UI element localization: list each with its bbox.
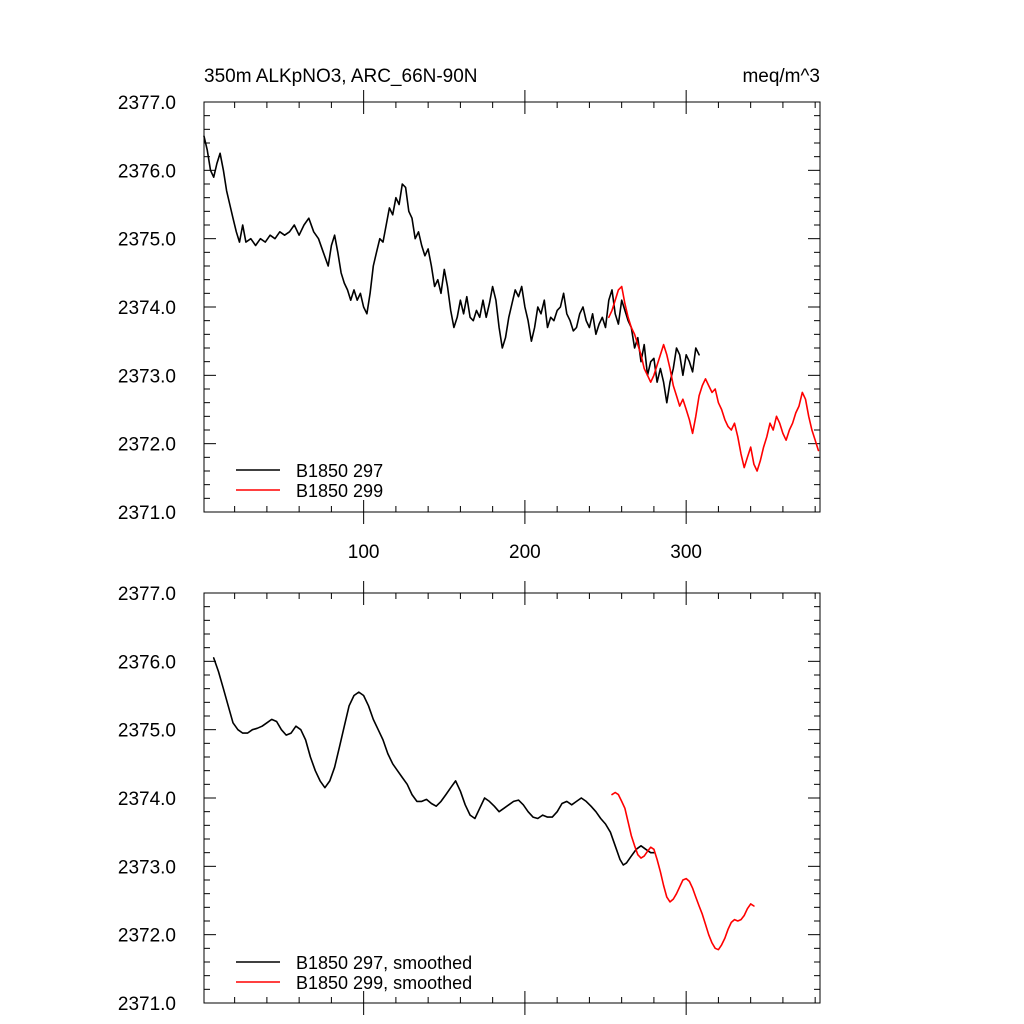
bottom-panel: 2371.0 2372.0 2373.0 2374.0 2375.0 2376.0 2377… [118, 581, 821, 1015]
y-tick-label: 2375.0 [118, 230, 176, 251]
y-tick-label: 2377.0 [118, 584, 176, 605]
series-line-1 [212, 657, 655, 866]
y-tick-label: 2371.0 [118, 503, 176, 524]
y-tick-label: 2374.0 [118, 298, 176, 319]
legend-label-1: B1850 297, smoothed [296, 953, 472, 973]
panel-title: 350m ALKpNO3, ARC_66N-90N [204, 66, 478, 87]
y-tick-label: 2375.0 [118, 721, 176, 742]
y-tick-label: 2376.0 [118, 161, 176, 182]
series-line-1 [203, 135, 700, 404]
y-tick-label: 2373.0 [118, 857, 176, 878]
x-tick-label: 300 [670, 542, 702, 563]
x-tick-label: 100 [348, 542, 380, 563]
y-tick-label: 2372.0 [118, 435, 176, 456]
series-line-2 [611, 791, 755, 951]
y-tick-label: 2374.0 [118, 789, 176, 810]
series-line-2 [608, 285, 820, 472]
y-tick-label: 2371.0 [118, 994, 176, 1015]
legend-label-2: B1850 299 [296, 481, 383, 501]
plot-frame [203, 592, 821, 1004]
y-tick-label: 2376.0 [118, 652, 176, 673]
x-tick-label: 200 [509, 542, 541, 563]
y-tick-label: 2372.0 [118, 926, 176, 947]
legend-label-2: B1850 299, smoothed [296, 973, 472, 993]
top-panel: 350m ALKpNO3, ARC_66N-90N meq/m^3 2371.0… [118, 66, 821, 563]
legend-label-1: B1850 297 [296, 461, 383, 481]
y-tick-label: 2377.0 [118, 93, 176, 114]
y-tick-label: 2373.0 [118, 366, 176, 387]
units-label: meq/m^3 [742, 66, 820, 87]
